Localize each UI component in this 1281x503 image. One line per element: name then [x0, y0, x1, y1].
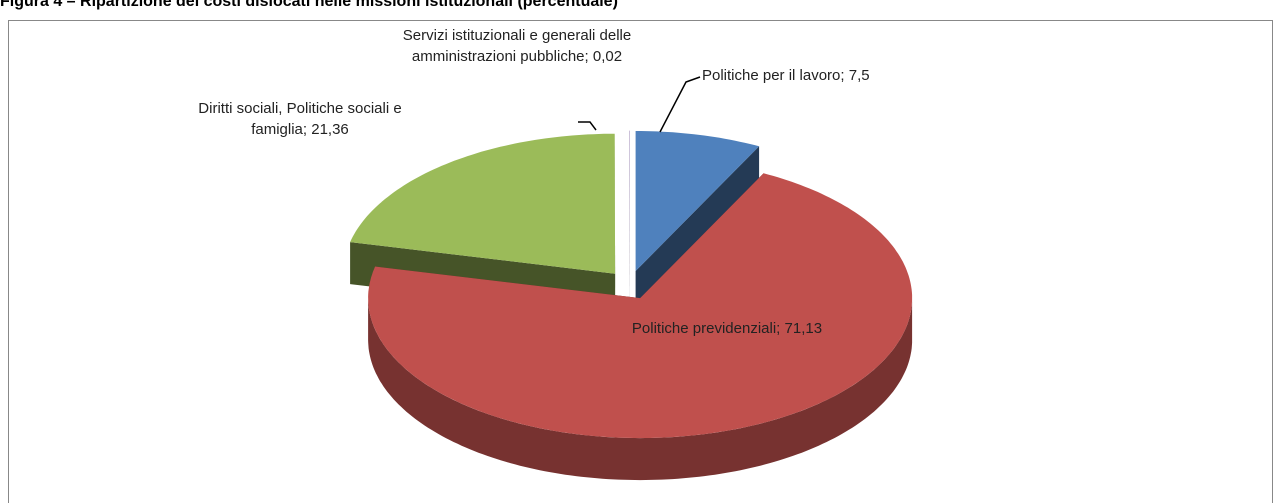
data-label: Politiche per il lavoro; 7,5: [702, 65, 962, 86]
slice-top: [635, 131, 760, 271]
slice-side: [368, 298, 913, 481]
leader-line: [578, 121, 597, 131]
label-value: 71,13: [784, 320, 823, 337]
label-value: 0,02: [592, 48, 623, 65]
label-value: 21,36: [311, 121, 349, 138]
label-separator: ;: [840, 67, 849, 84]
data-label: Diritti sociali, Politiche sociali e fam…: [195, 98, 405, 140]
pie-slice: [635, 131, 760, 313]
leader-line: [659, 76, 701, 133]
label-separator: ;: [584, 48, 593, 65]
label-category: Politiche previdenziali: [631, 320, 777, 337]
label-category: Politiche per il lavoro: [702, 67, 841, 84]
label-category: Servizi istituzionali e generali delle a…: [402, 27, 632, 65]
data-label: Servizi istituzionali e generali delle a…: [402, 25, 632, 67]
chart-border: [8, 20, 1273, 503]
label-category: Diritti sociali, Politiche sociali e fam…: [198, 100, 402, 138]
data-label: Politiche previdenziali; 71,13: [612, 318, 842, 339]
pie-slice: [368, 173, 913, 481]
label-value: 7,5: [848, 67, 870, 84]
slice-top: [350, 133, 616, 274]
slice-wall: [635, 146, 760, 313]
chart-title: Figura 4 – Ripartizione dei costi disloc…: [0, 0, 618, 10]
slice-top: [368, 173, 913, 439]
label-separator: ;: [776, 320, 785, 337]
label-separator: ;: [302, 121, 312, 138]
